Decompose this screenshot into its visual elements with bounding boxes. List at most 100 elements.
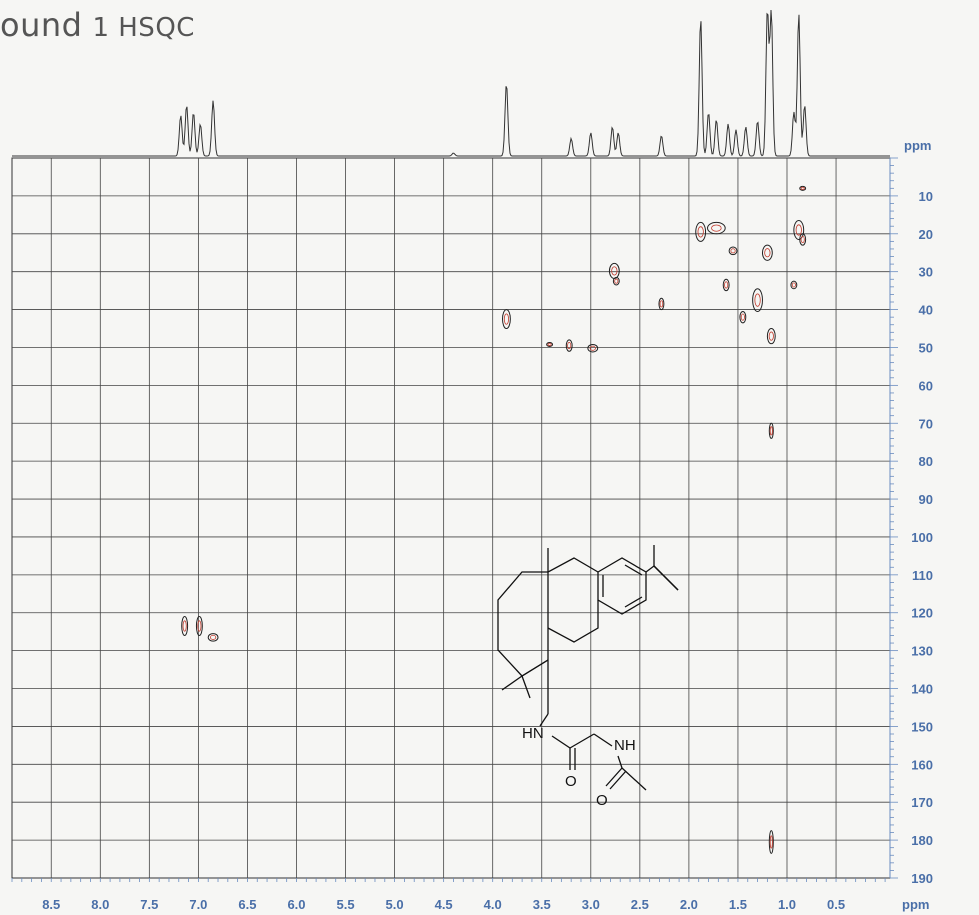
correlation-peak-inner-5 xyxy=(567,342,572,350)
structure-nh-label: NH xyxy=(614,737,636,754)
y-tick-label-17: 180 xyxy=(911,833,933,848)
correlation-peaks xyxy=(181,185,807,854)
proton-projection xyxy=(12,9,890,157)
correlation-peak-inner-15 xyxy=(754,293,761,307)
y-tick-label-9: 100 xyxy=(911,530,933,545)
x-tick-label-16: 0.5 xyxy=(827,897,845,912)
x-tick-label-8: 4.5 xyxy=(435,897,453,912)
correlation-peak-17 xyxy=(766,328,776,345)
x-tick-label-7: 5.0 xyxy=(386,897,404,912)
correlation-peak-11 xyxy=(707,221,726,235)
y-tick-label-10: 110 xyxy=(912,568,933,583)
y-tick-label-4: 50 xyxy=(919,340,933,355)
correlation-peak-inner-11 xyxy=(711,224,722,232)
x-tick-label-12: 2.5 xyxy=(631,897,649,912)
correlation-peak-inner-12 xyxy=(730,248,736,254)
y-tick-label-7: 80 xyxy=(919,454,933,469)
correlation-peak-inner-14 xyxy=(740,313,745,321)
y-tick-label-13: 140 xyxy=(911,682,933,697)
correlation-peak-inner-6 xyxy=(589,345,596,351)
x-tick-label-3: 7.0 xyxy=(189,897,207,912)
correlation-peak-19 xyxy=(793,220,805,240)
plot-border xyxy=(11,157,891,879)
correlation-peak-inner-1 xyxy=(197,620,202,632)
correlation-peak-inner-20 xyxy=(800,235,805,243)
correlation-peak-inner-17 xyxy=(768,331,774,341)
correlation-peak-21 xyxy=(768,422,774,439)
correlation-peak-18 xyxy=(790,280,798,290)
correlation-peak-20 xyxy=(799,233,807,246)
aromatic-ring xyxy=(597,557,647,615)
x-tick-label-4: 6.5 xyxy=(238,897,256,912)
correlation-peak-23 xyxy=(799,185,807,191)
y-tick-label-12: 130 xyxy=(911,644,933,659)
y-tick-label-16: 170 xyxy=(911,795,933,810)
correlation-peak-inner-16 xyxy=(764,248,771,258)
y-tick-label-1: 20 xyxy=(919,227,933,242)
chemical-structure: HN NH O O xyxy=(497,545,679,809)
correlation-peak-inner-22 xyxy=(769,835,773,849)
structure-hn-label: HN xyxy=(522,725,544,742)
x-axis-unit: ppm xyxy=(902,897,929,912)
correlation-peak-inner-4 xyxy=(547,342,552,346)
correlation-peak-15 xyxy=(752,288,763,312)
correlation-peak-1 xyxy=(195,616,203,636)
x-tick-label-9: 4.0 xyxy=(484,897,502,912)
left-ring xyxy=(497,571,549,677)
correlation-peak-9 xyxy=(658,297,665,311)
correlation-peak-inner-23 xyxy=(800,186,805,190)
middle-ring xyxy=(547,600,599,643)
correlation-peak-inner-21 xyxy=(769,426,773,436)
x-tick-label-5: 6.0 xyxy=(287,897,305,912)
correlation-peak-7 xyxy=(608,262,620,280)
y-axis-ticks: 10 20 30 40 50 60 70 80 90 100 110 120 130 140 150 160 1… xyxy=(889,138,933,886)
x-tick-label-15: 1.0 xyxy=(778,897,796,912)
x-tick-label-1: 8.0 xyxy=(91,897,109,912)
structure-o2-label: O xyxy=(596,792,608,809)
structure-o1-label: O xyxy=(565,773,577,790)
correlation-peak-6 xyxy=(587,343,599,353)
correlation-peak-inner-10 xyxy=(697,226,704,238)
y-tick-label-0: 10 xyxy=(919,189,933,204)
correlation-peak-0 xyxy=(181,616,189,636)
correlation-peak-inner-13 xyxy=(724,281,729,289)
x-tick-label-6: 5.5 xyxy=(337,897,355,912)
correlation-peak-5 xyxy=(565,339,573,352)
y-tick-label-2: 30 xyxy=(919,265,933,280)
correlation-peak-14 xyxy=(739,310,747,324)
x-tick-label-14: 1.5 xyxy=(729,897,747,912)
y-tick-label-18: 190 xyxy=(911,871,933,886)
correlation-peak-22 xyxy=(768,830,774,854)
y-tick-label-11: 120 xyxy=(911,606,933,621)
correlation-peak-10 xyxy=(695,221,707,242)
correlation-peak-8 xyxy=(612,276,620,286)
y-tick-label-6: 70 xyxy=(919,416,933,431)
correlation-peak-inner-0 xyxy=(182,620,187,632)
x-tick-label-10: 3.5 xyxy=(533,897,551,912)
proton-projection-trace xyxy=(12,9,890,157)
correlation-peak-inner-8 xyxy=(614,278,619,284)
x-tick-label-13: 2.0 xyxy=(680,897,698,912)
correlation-peak-2 xyxy=(207,633,219,642)
y-tick-label-5: 60 xyxy=(919,378,933,393)
y-tick-label-3: 40 xyxy=(919,303,933,318)
correlation-peak-inner-9 xyxy=(659,300,664,308)
correlation-peak-13 xyxy=(722,278,730,292)
correlation-peak-16 xyxy=(761,244,773,261)
title-part-1: ound xyxy=(0,6,83,44)
plot-grid xyxy=(12,158,890,878)
title-part-2: 1 HSQC xyxy=(92,13,195,43)
plot-frame xyxy=(11,157,891,879)
correlation-peak-3 xyxy=(502,309,511,330)
y-tick-label-8: 90 xyxy=(919,492,933,507)
correlation-peak-inner-7 xyxy=(611,266,618,276)
correlation-peak-inner-19 xyxy=(795,224,802,236)
correlation-peak-4 xyxy=(546,341,554,347)
x-axis-ticks: 8.5 8.0 7.5 7.0 6.5 6.0 5.5 5.0 4.5 4.0 3.5 3.0 2.5 2… xyxy=(11,878,929,912)
correlation-peak-12 xyxy=(728,246,738,256)
y-tick-label-14: 150 xyxy=(911,719,933,734)
y-axis-unit: ppm xyxy=(904,138,931,153)
correlation-peak-inner-3 xyxy=(503,313,509,325)
chart-title: ound 1 HSQC xyxy=(0,6,195,44)
